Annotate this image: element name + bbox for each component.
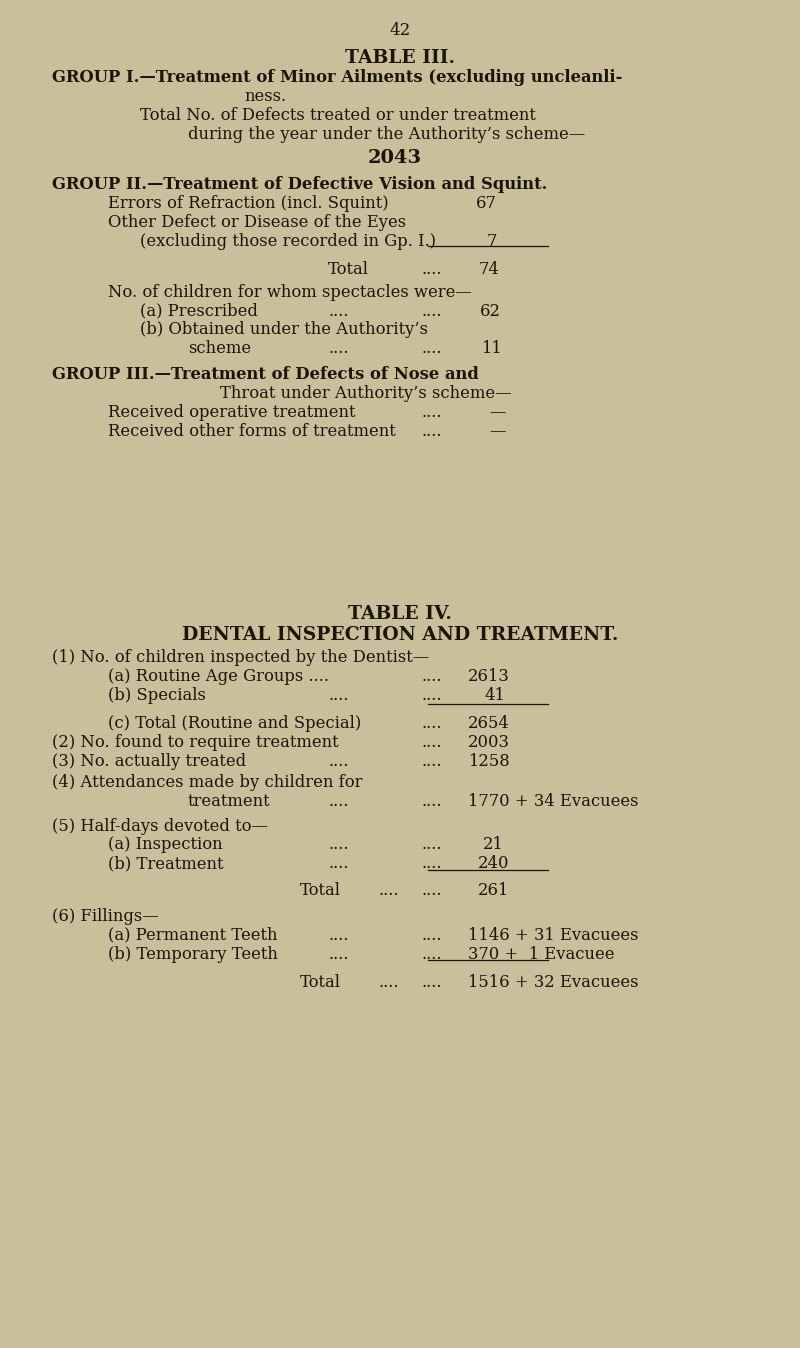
Text: 2003: 2003 — [468, 733, 510, 751]
Text: ....: .... — [422, 669, 442, 685]
Text: ....: .... — [422, 340, 442, 357]
Text: (6) Fillings—: (6) Fillings— — [52, 909, 158, 925]
Text: ....: .... — [328, 687, 349, 704]
Text: treatment: treatment — [188, 793, 270, 810]
Text: ....: .... — [422, 973, 442, 991]
Text: 11: 11 — [481, 340, 502, 357]
Text: ....: .... — [328, 340, 349, 357]
Text: TABLE III.: TABLE III. — [345, 49, 455, 67]
Text: ....: .... — [328, 927, 349, 944]
Text: ....: .... — [328, 302, 349, 319]
Text: Total: Total — [300, 883, 341, 899]
Text: ....: .... — [422, 422, 442, 439]
Text: 1258: 1258 — [468, 752, 510, 770]
Text: Errors of Refraction (incl. Squint): Errors of Refraction (incl. Squint) — [108, 194, 389, 212]
Text: scheme: scheme — [188, 340, 251, 357]
Text: (excluding those recorded in Gp. I.): (excluding those recorded in Gp. I.) — [140, 232, 436, 249]
Text: TABLE IV.: TABLE IV. — [348, 604, 452, 623]
Text: 261: 261 — [478, 883, 509, 899]
Text: ....: .... — [422, 946, 442, 962]
Text: 62: 62 — [480, 302, 501, 319]
Text: 2043: 2043 — [368, 148, 422, 167]
Text: —: — — [490, 422, 506, 439]
Text: (c) Total (Routine and Special): (c) Total (Routine and Special) — [108, 714, 362, 732]
Text: 41: 41 — [485, 687, 506, 704]
Text: ....: .... — [422, 883, 442, 899]
Text: (3) No. actually treated: (3) No. actually treated — [52, 752, 246, 770]
Text: 74: 74 — [478, 260, 499, 278]
Text: ....: .... — [328, 855, 349, 872]
Text: (b) Obtained under the Authority’s: (b) Obtained under the Authority’s — [140, 322, 428, 338]
Text: Total No. of Defects treated or under treatment: Total No. of Defects treated or under tr… — [140, 106, 536, 124]
Text: ....: .... — [328, 793, 349, 810]
Text: (a) Permanent Teeth: (a) Permanent Teeth — [108, 927, 278, 944]
Text: Other Defect or Disease of the Eyes: Other Defect or Disease of the Eyes — [108, 213, 406, 231]
Text: 240: 240 — [478, 855, 509, 872]
Text: ....: .... — [422, 733, 442, 751]
Text: (a) Inspection: (a) Inspection — [108, 836, 222, 853]
Text: Received other forms of treatment: Received other forms of treatment — [108, 422, 396, 439]
Text: Total: Total — [300, 973, 341, 991]
Text: 1146 + 31 Evacuees: 1146 + 31 Evacuees — [468, 927, 638, 944]
Text: ....: .... — [422, 836, 442, 853]
Text: No. of children for whom spectacles were—: No. of children for whom spectacles were… — [108, 284, 472, 301]
Text: (2) No. found to require treatment: (2) No. found to require treatment — [52, 733, 338, 751]
Text: ....: .... — [422, 793, 442, 810]
Text: ....: .... — [422, 404, 442, 421]
Text: (b) Treatment: (b) Treatment — [108, 855, 223, 872]
Text: ....: .... — [422, 714, 442, 732]
Text: ....: .... — [422, 855, 442, 872]
Text: (1) No. of children inspected by the Dentist—: (1) No. of children inspected by the Den… — [52, 650, 430, 666]
Text: (a) Prescribed: (a) Prescribed — [140, 302, 258, 319]
Text: —: — — [490, 404, 506, 421]
Text: (a) Routine Age Groups ....: (a) Routine Age Groups .... — [108, 669, 329, 685]
Text: 21: 21 — [483, 836, 504, 853]
Text: GROUP III.—Treatment of Defects of Nose and: GROUP III.—Treatment of Defects of Nose … — [52, 365, 478, 383]
Text: ....: .... — [422, 752, 442, 770]
Text: (4) Attendances made by children for: (4) Attendances made by children for — [52, 774, 362, 791]
Text: (5) Half-days devoted to—: (5) Half-days devoted to— — [52, 817, 268, 834]
Text: ....: .... — [422, 302, 442, 319]
Text: 7: 7 — [486, 232, 497, 249]
Text: ....: .... — [378, 973, 399, 991]
Text: ....: .... — [328, 836, 349, 853]
Text: 370 +  1 Evacuee: 370 + 1 Evacuee — [468, 946, 614, 962]
Text: GROUP I.—Treatment of Minor Ailments (excluding uncleanli-: GROUP I.—Treatment of Minor Ailments (ex… — [52, 69, 622, 86]
Text: during the year under the Authority’s scheme—: during the year under the Authority’s sc… — [188, 127, 586, 143]
Text: Total: Total — [328, 260, 369, 278]
Text: ....: .... — [422, 260, 442, 278]
Text: 1770 + 34 Evacuees: 1770 + 34 Evacuees — [468, 793, 638, 810]
Text: ....: .... — [422, 927, 442, 944]
Text: (b) Specials: (b) Specials — [108, 687, 206, 704]
Text: (b) Temporary Teeth: (b) Temporary Teeth — [108, 946, 278, 962]
Text: Received operative treatment: Received operative treatment — [108, 404, 355, 421]
Text: ....: .... — [422, 687, 442, 704]
Text: Throat under Authority’s scheme—: Throat under Authority’s scheme— — [220, 386, 512, 402]
Text: GROUP II.—Treatment of Defective Vision and Squint.: GROUP II.—Treatment of Defective Vision … — [52, 175, 547, 193]
Text: 2654: 2654 — [468, 714, 510, 732]
Text: ....: .... — [328, 752, 349, 770]
Text: ....: .... — [328, 946, 349, 962]
Text: DENTAL INSPECTION AND TREATMENT.: DENTAL INSPECTION AND TREATMENT. — [182, 625, 618, 644]
Text: ....: .... — [378, 883, 399, 899]
Text: 2613: 2613 — [468, 669, 510, 685]
Text: 42: 42 — [390, 22, 410, 39]
Text: 67: 67 — [476, 194, 497, 212]
Text: 1516 + 32 Evacuees: 1516 + 32 Evacuees — [468, 973, 638, 991]
Text: ness.: ness. — [244, 89, 286, 105]
